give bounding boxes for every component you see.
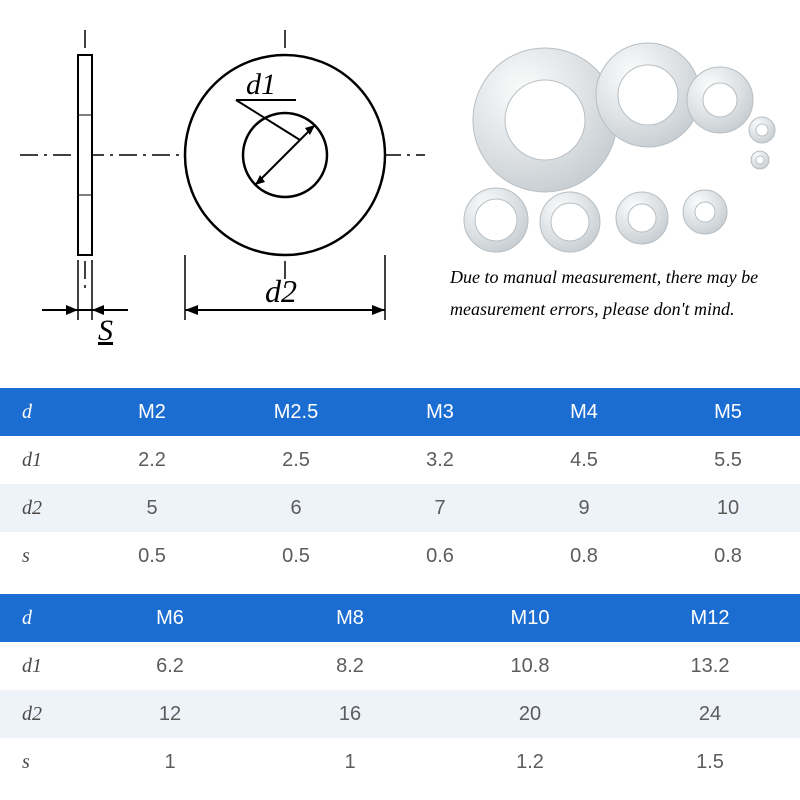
table-cell: 4.5 [512,436,656,484]
table-cell: 0.6 [368,532,512,580]
table-cell: 16 [260,690,440,738]
table-row: d12.22.53.24.55.5 [0,436,800,484]
label-d1: d1 [246,68,276,101]
table-cell: 1 [260,738,440,786]
table-row: d2567910 [0,484,800,532]
table-row-label: d2 [0,484,80,532]
table-cell: 5.5 [656,436,800,484]
spec-tables: dM2M2.5M3M4M5d12.22.53.24.55.5d2567910s0… [0,388,800,786]
table-cell: 2.5 [224,436,368,484]
table-cell: 13.2 [620,642,800,690]
table-cell: 10.8 [440,642,620,690]
technical-diagram: d1 d2 S [0,0,800,388]
table-cell: 1.5 [620,738,800,786]
table-row: d16.28.210.813.2 [0,642,800,690]
table-cell: 1 [80,738,260,786]
table-cell: 5 [80,484,224,532]
spec-table-1: dM2M2.5M3M4M5d12.22.53.24.55.5d2567910s0… [0,388,800,580]
table-row-label: s [0,532,80,580]
table-row: d212162024 [0,690,800,738]
table-cell: 6 [224,484,368,532]
table-cell: 0.8 [656,532,800,580]
table-cell: 8.2 [260,642,440,690]
spec-table-2: dM6M8M10M12d16.28.210.813.2d212162024s11… [0,594,800,786]
table-header-cell: M12 [620,594,800,642]
table-cell: 0.8 [512,532,656,580]
table-cell: 20 [440,690,620,738]
table-row: s0.50.50.60.80.8 [0,532,800,580]
table-cell: 9 [512,484,656,532]
table-cell: 24 [620,690,800,738]
table-header-cell: M4 [512,388,656,436]
table-row-label-header: d [0,388,80,436]
table-row-label-header: d [0,594,80,642]
table-header-cell: M10 [440,594,620,642]
label-d2: d2 [265,273,297,309]
table-cell: 6.2 [80,642,260,690]
label-s: S [98,314,113,347]
measurement-note: Due to manual measurement, there may be … [450,262,770,325]
table-cell: 1.2 [440,738,620,786]
table-cell: 3.2 [368,436,512,484]
table-header-cell: M8 [260,594,440,642]
table-cell: 0.5 [80,532,224,580]
table-cell: 2.2 [80,436,224,484]
table-cell: 0.5 [224,532,368,580]
table-header-cell: M2 [80,388,224,436]
table-header-cell: M2.5 [224,388,368,436]
table-row-label: d2 [0,690,80,738]
table-row-label: d1 [0,642,80,690]
table-header-cell: M3 [368,388,512,436]
table-row: s111.21.5 [0,738,800,786]
table-cell: 10 [656,484,800,532]
table-header-cell: M6 [80,594,260,642]
table-cell: 12 [80,690,260,738]
table-cell: 7 [368,484,512,532]
washer-photo-group [464,43,775,252]
table-row-label: d1 [0,436,80,484]
table-header-cell: M5 [656,388,800,436]
table-row-label: s [0,738,80,786]
top-area: d1 d2 S Due to manual measurement, there… [0,0,800,388]
